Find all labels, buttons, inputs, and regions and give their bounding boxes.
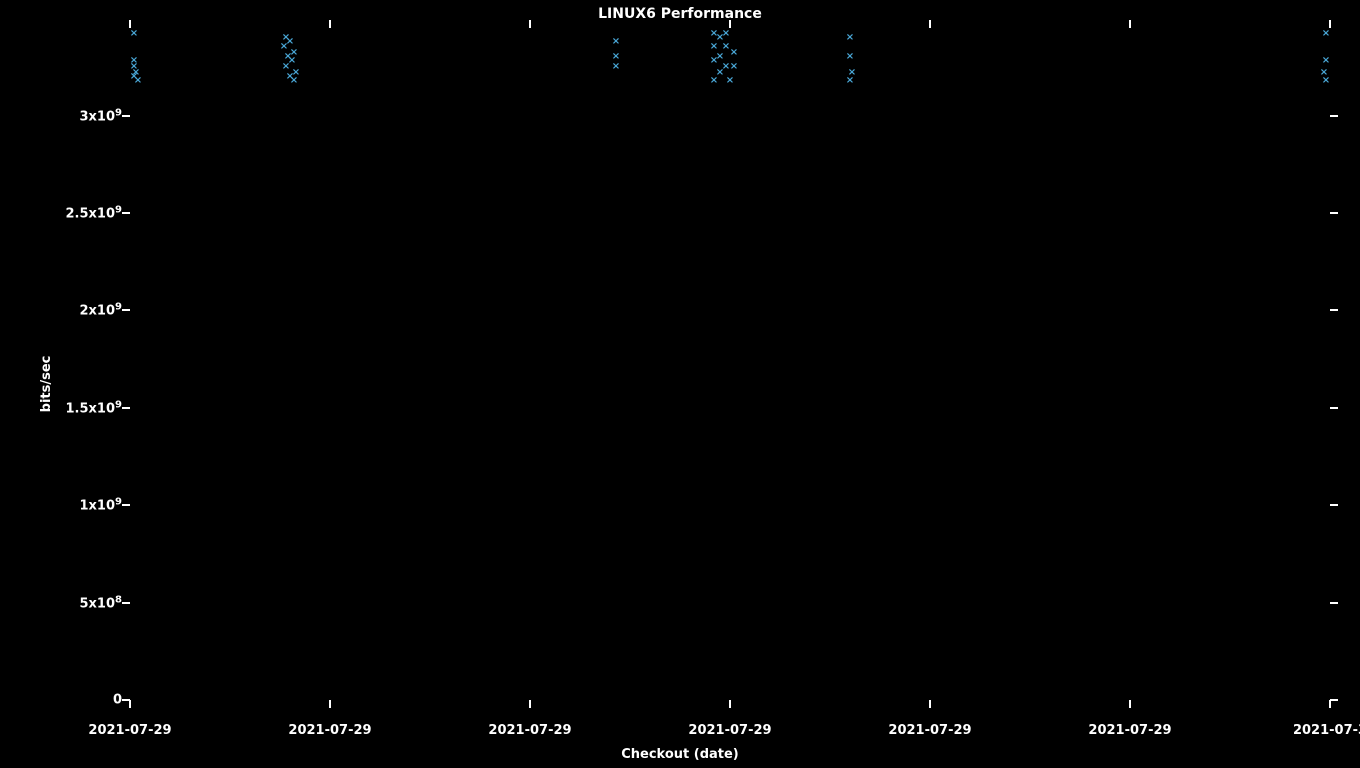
data-point: ×	[1322, 56, 1330, 66]
data-point: ×	[846, 76, 854, 86]
x-tick-mark	[329, 700, 331, 708]
x-tick-mark	[1129, 700, 1131, 708]
y-axis-label: bits/sec	[39, 356, 54, 413]
x-tick-label: 2021-07-29	[288, 723, 371, 738]
x-tick-mark	[129, 20, 131, 28]
y-tick-mark	[122, 309, 130, 311]
y-tick-mark	[1330, 115, 1338, 117]
x-tick-mark	[1329, 20, 1331, 28]
chart-title: LINUX6 Performance	[0, 6, 1360, 22]
y-tick-mark	[122, 407, 130, 409]
x-tick-mark	[729, 700, 731, 708]
data-point: ×	[612, 62, 620, 72]
y-tick-mark	[1330, 407, 1338, 409]
performance-chart: LINUX6 Performance bits/sec Checkout (da…	[0, 0, 1360, 768]
y-tick-mark	[1330, 699, 1338, 701]
y-tick-mark	[1330, 602, 1338, 604]
y-tick-label: 3x109	[80, 107, 123, 124]
x-tick-mark	[329, 20, 331, 28]
data-point: ×	[730, 48, 738, 58]
y-tick-mark	[1330, 504, 1338, 506]
y-tick-mark	[122, 602, 130, 604]
data-point: ×	[290, 76, 298, 86]
y-tick-label: 0	[113, 693, 122, 708]
x-tick-label: 2021-07-3	[1293, 723, 1360, 738]
data-point: ×	[726, 76, 734, 86]
y-tick-label: 5x108	[80, 594, 123, 611]
plot-area	[130, 28, 1330, 700]
x-tick-label: 2021-07-29	[688, 723, 771, 738]
data-point: ×	[846, 52, 854, 62]
data-point: ×	[134, 76, 142, 86]
x-tick-mark	[929, 700, 931, 708]
y-tick-label: 2x109	[80, 302, 123, 319]
data-point: ×	[710, 56, 718, 66]
x-tick-label: 2021-07-29	[888, 723, 971, 738]
x-tick-label: 2021-07-29	[1088, 723, 1171, 738]
x-tick-label: 2021-07-29	[88, 723, 171, 738]
y-tick-label: 1x109	[80, 497, 123, 514]
x-tick-mark	[1329, 700, 1331, 708]
y-tick-label: 1.5x109	[66, 399, 122, 416]
x-tick-mark	[929, 20, 931, 28]
y-tick-mark	[1330, 212, 1338, 214]
x-tick-label: 2021-07-29	[488, 723, 571, 738]
x-tick-mark	[729, 20, 731, 28]
x-tick-mark	[529, 20, 531, 28]
data-point: ×	[612, 37, 620, 47]
x-tick-mark	[1129, 20, 1131, 28]
y-tick-mark	[122, 504, 130, 506]
data-point: ×	[730, 62, 738, 72]
data-point: ×	[710, 76, 718, 86]
data-point: ×	[1322, 29, 1330, 39]
y-tick-mark	[122, 212, 130, 214]
x-axis-label: Checkout (date)	[0, 747, 1360, 762]
y-tick-mark	[122, 115, 130, 117]
y-tick-label: 2.5x109	[66, 204, 122, 221]
y-tick-mark	[1330, 309, 1338, 311]
data-point: ×	[130, 29, 138, 39]
x-tick-mark	[529, 700, 531, 708]
data-point: ×	[846, 33, 854, 43]
x-tick-mark	[129, 700, 131, 708]
data-point: ×	[1322, 76, 1330, 86]
